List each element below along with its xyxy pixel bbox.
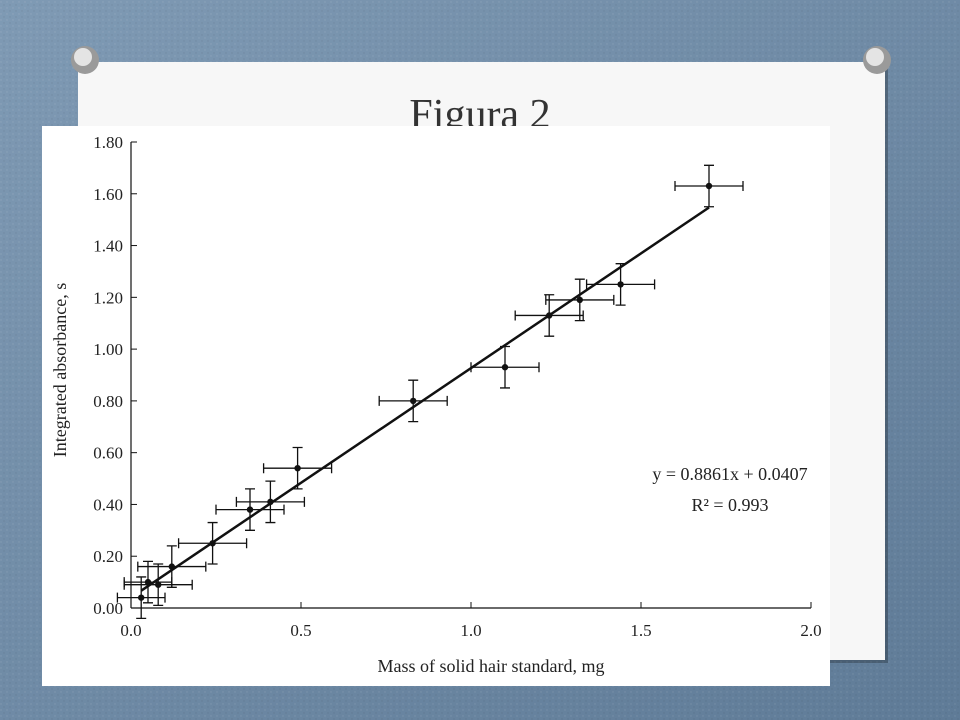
y-tick-label: 1.40 [93,237,123,256]
y-tick-label: 0.20 [93,547,123,566]
point [246,506,254,513]
y-tick-label: 0.80 [93,392,123,411]
y-tick-label: 0.00 [93,599,123,618]
point [209,540,216,547]
y-tick-label: 0.60 [93,444,123,463]
x-tick-label: 1.5 [630,621,651,640]
x-tick-label: 2.0 [800,621,821,640]
point [705,182,713,190]
annotation: y = 0.8861x + 0.0407 [652,464,807,484]
x-tick-label: 0.0 [120,621,141,640]
point [546,312,553,319]
point [576,296,583,304]
y-tick-label: 1.80 [93,133,123,152]
point [294,465,301,472]
plot: 0.00 0.20 0.40 0.60 0.80 1.00 1.20 1.40 1.60 1.80… [50,133,822,676]
point [410,397,417,405]
x-axis-label: Mass of solid hair standard, mg [378,656,605,676]
pin [71,46,99,74]
x-tick-label: 0.5 [290,621,311,640]
point [267,498,274,506]
y-tick-label: 1.20 [93,288,123,307]
point [168,563,175,570]
x-tick-label: 1.0 [460,621,481,640]
y-tick-label: 1.60 [93,185,123,204]
fit-line [140,206,710,592]
point [144,578,152,586]
point [501,364,509,371]
annotation: R² = 0.993 [691,495,768,515]
y-axis-label: Integrated absorbance, s [50,283,70,457]
point [155,581,162,588]
point [617,281,624,288]
y-tick-label: 1.00 [93,340,123,359]
chart-image [42,126,830,686]
y-tick-label: 0.40 [93,495,123,514]
point [138,594,145,601]
pin [863,46,891,74]
